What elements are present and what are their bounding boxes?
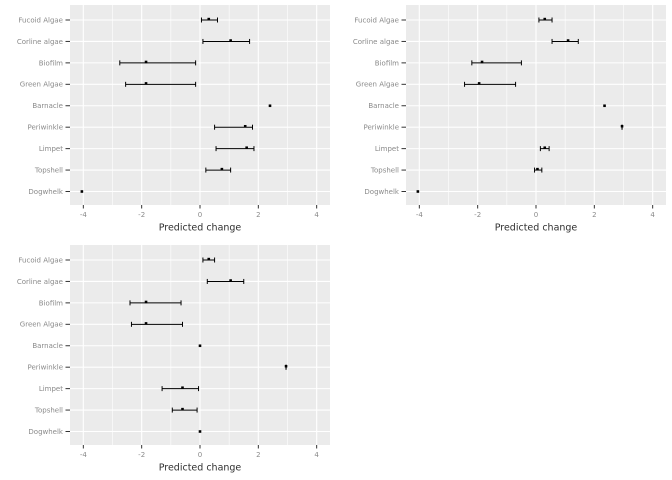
estimate-point bbox=[198, 430, 202, 433]
y-axis-category-label: Dogwhelk bbox=[28, 188, 64, 196]
x-axis-tick-label: -4 bbox=[80, 211, 88, 219]
forest-plot-bottom-left: Fucoid Algae Corline algae Biofilm Green Al… bbox=[0, 240, 336, 480]
estimate-point bbox=[603, 104, 606, 108]
x-axis-tick-label: -2 bbox=[474, 211, 481, 219]
y-axis-category-label: Corline algae bbox=[17, 278, 63, 286]
estimate-point bbox=[245, 146, 248, 149]
estimate-point bbox=[543, 146, 547, 149]
error-bar bbox=[129, 300, 182, 306]
estimate-point bbox=[144, 300, 148, 304]
error-bar bbox=[206, 278, 245, 284]
estimate-point bbox=[243, 124, 247, 128]
estimate-point bbox=[220, 167, 224, 171]
y-axis-category-label: Corline algae bbox=[353, 38, 399, 46]
forest-plot-top-right: Fucoid Algae Corline algae Biofilm Green Al… bbox=[336, 0, 672, 240]
y-axis-category-label: Biofilm bbox=[39, 59, 63, 67]
x-axis-tick-label: 2 bbox=[256, 211, 260, 219]
y-axis-category-label: Topshell bbox=[34, 406, 63, 414]
estimate-point bbox=[181, 386, 184, 389]
y-axis-category-label: Limpet bbox=[375, 145, 399, 153]
x-axis-tick-label: -2 bbox=[138, 451, 145, 459]
y-axis-category-label: Fucoid Algae bbox=[18, 256, 63, 264]
y-axis-category-label: Fucoid Algae bbox=[18, 16, 63, 24]
estimate-point bbox=[477, 82, 481, 85]
estimate-point bbox=[536, 167, 539, 171]
y-axis-category-label: Dogwhelk bbox=[364, 188, 400, 196]
y-axis-category-label: Periwinkle bbox=[363, 124, 399, 132]
y-axis-category-label: Barnacle bbox=[368, 102, 399, 110]
y-axis-category-label: Fucoid Algae bbox=[354, 16, 399, 24]
chart-svg-top_left: Fucoid Algae Corline algae Biofilm Green Al… bbox=[17, 5, 330, 234]
y-axis-category-label: Barnacle bbox=[32, 102, 63, 110]
x-axis-tick-label: 4 bbox=[650, 211, 655, 219]
x-axis-tick-label: -4 bbox=[80, 451, 88, 459]
x-axis-tick-label: 0 bbox=[198, 211, 202, 219]
error-bar bbox=[551, 38, 579, 44]
estimate-point bbox=[620, 124, 624, 128]
error-bar bbox=[161, 386, 200, 392]
error-bar bbox=[125, 81, 197, 87]
estimate-point bbox=[416, 190, 420, 193]
error-bar bbox=[205, 167, 232, 173]
estimate-point bbox=[268, 104, 272, 108]
estimate-point bbox=[229, 39, 232, 42]
x-axis-tick-label: 2 bbox=[256, 451, 260, 459]
y-axis-category-label: Corline algae bbox=[17, 38, 63, 46]
error-bar bbox=[171, 407, 198, 413]
estimate-point bbox=[198, 344, 202, 348]
x-axis-tick-label: 4 bbox=[314, 211, 319, 219]
y-axis-category-label: Topshell bbox=[370, 166, 399, 174]
estimate-point bbox=[543, 17, 547, 21]
estimate-point bbox=[566, 39, 570, 42]
error-bar bbox=[471, 60, 522, 66]
x-axis-tick-label: -2 bbox=[138, 211, 145, 219]
estimate-point bbox=[144, 82, 148, 85]
x-axis-title: Predicted change bbox=[495, 223, 578, 234]
error-bar bbox=[202, 38, 251, 44]
chart-svg-bottom_left: Fucoid Algae Corline algae Biofilm Green Al… bbox=[17, 245, 330, 474]
estimate-point bbox=[80, 190, 84, 193]
y-axis-category-label: Biofilm bbox=[39, 299, 63, 307]
x-axis-tick-label: -4 bbox=[416, 211, 424, 219]
y-axis-category-label: Topshell bbox=[34, 166, 63, 174]
x-axis-tick-label: 4 bbox=[314, 451, 319, 459]
error-bar bbox=[130, 321, 183, 327]
estimate-point bbox=[144, 322, 148, 325]
y-axis-category-label: Green Algae bbox=[20, 321, 63, 329]
y-axis-category-label: Limpet bbox=[39, 385, 63, 393]
estimate-point bbox=[229, 279, 232, 282]
estimate-point bbox=[181, 407, 184, 411]
chart-svg-top_right: Fucoid Algae Corline algae Biofilm Green Al… bbox=[353, 5, 666, 234]
estimate-point bbox=[144, 60, 148, 64]
y-axis-category-label: Biofilm bbox=[375, 59, 399, 67]
estimate-point bbox=[207, 17, 211, 21]
estimate-point bbox=[207, 257, 211, 261]
forest-plot-top-left: Fucoid Algae Corline algae Biofilm Green Al… bbox=[0, 0, 336, 240]
y-axis-category-label: Limpet bbox=[39, 145, 63, 153]
y-axis-category-label: Green Algae bbox=[356, 81, 399, 89]
error-bar bbox=[464, 81, 517, 87]
y-axis-category-label: Barnacle bbox=[32, 342, 63, 350]
y-axis-category-label: Green Algae bbox=[20, 81, 63, 89]
x-axis-title: Predicted change bbox=[159, 223, 242, 234]
x-axis-tick-label: 0 bbox=[198, 451, 202, 459]
x-axis-title: Predicted change bbox=[159, 463, 242, 474]
estimate-point bbox=[480, 60, 484, 64]
error-bar bbox=[119, 60, 197, 66]
y-axis-category-label: Dogwhelk bbox=[28, 428, 64, 436]
y-axis-category-label: Periwinkle bbox=[27, 364, 63, 372]
x-axis-tick-label: 2 bbox=[592, 211, 596, 219]
estimate-point bbox=[284, 364, 288, 368]
x-axis-tick-label: 0 bbox=[534, 211, 538, 219]
y-axis-category-label: Periwinkle bbox=[27, 124, 63, 132]
